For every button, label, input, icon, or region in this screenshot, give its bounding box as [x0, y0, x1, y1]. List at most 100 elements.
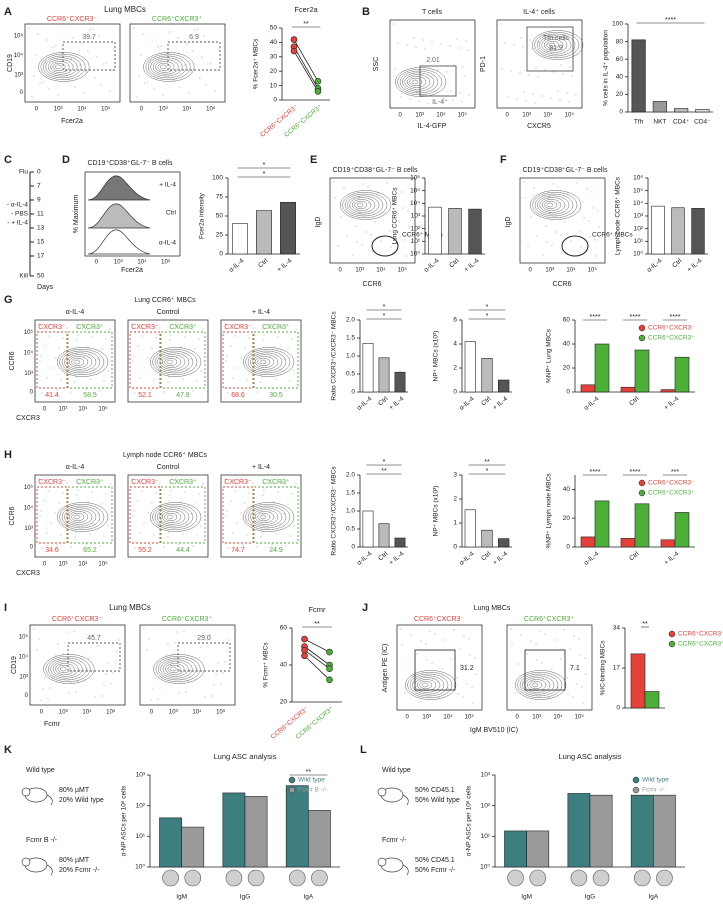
event-dot — [141, 490, 143, 492]
event-dot — [40, 355, 42, 357]
y-tick-label: 0 — [351, 544, 355, 551]
y-tick-label: 75 — [216, 194, 224, 201]
event-dot — [149, 60, 151, 62]
label: CCR6 — [9, 351, 16, 370]
legend-label: CCR6⁺CXCR3⁻ — [678, 631, 723, 638]
flow-tick: 0 — [30, 545, 34, 551]
label: 45.7 — [87, 635, 101, 642]
y-axis-label: NP⁺ MBCs (x10³) — [433, 486, 440, 537]
contour — [154, 350, 194, 374]
event-dot — [597, 210, 599, 212]
event-dot — [572, 696, 574, 698]
event-dot — [459, 648, 461, 650]
event-dot — [349, 206, 351, 208]
flow-tick: 10⁵ — [216, 709, 226, 716]
flow-tick: 10³ — [24, 371, 33, 377]
event-dot — [132, 515, 134, 517]
label: CCR6 — [552, 281, 571, 288]
event-dot — [204, 696, 206, 698]
significance: * — [486, 468, 489, 475]
contour — [48, 657, 87, 681]
bar — [674, 356, 690, 393]
gate — [561, 235, 589, 257]
legend-swatch — [632, 776, 640, 784]
event-dot — [536, 659, 538, 661]
day-label: 9 — [37, 197, 41, 204]
x-tick-label: NKT — [653, 119, 666, 126]
event-dot — [401, 191, 403, 193]
panel-label: D — [62, 154, 70, 166]
contour — [416, 679, 437, 691]
event-dot — [446, 71, 448, 73]
flow-tick: 10⁵ — [565, 112, 575, 119]
flow-tick: 10⁵ — [101, 106, 111, 113]
event-dot — [271, 543, 273, 545]
event-dot — [269, 356, 271, 358]
event-dot — [334, 197, 336, 199]
event-dot — [377, 192, 379, 194]
contour — [164, 357, 178, 367]
x-tick-label: + IL-4 — [492, 550, 510, 566]
label: Fcmr B -/- — [26, 837, 58, 844]
contour — [71, 512, 85, 522]
event-dot — [143, 367, 145, 369]
event-dot — [524, 197, 526, 199]
event-dot — [137, 345, 139, 347]
event-dot — [153, 379, 155, 381]
legend-swatch — [638, 479, 646, 487]
contour — [73, 359, 81, 365]
event-dot — [109, 328, 111, 330]
y-tick-label: 10³ — [481, 772, 491, 779]
bar — [428, 206, 442, 255]
flow-tick: 0 — [150, 710, 154, 716]
event-dot — [133, 27, 135, 29]
y-tick-label: 2.0 — [346, 317, 355, 324]
flow-tick: 10⁵ — [398, 267, 408, 274]
contour — [546, 202, 554, 208]
event-dot — [225, 515, 227, 517]
event-dot — [579, 654, 581, 656]
event-dot — [60, 534, 62, 536]
event-dot — [165, 654, 167, 656]
label: Fcmr — [44, 721, 61, 728]
event-dot — [164, 73, 166, 75]
event-dot — [355, 225, 357, 227]
contour — [534, 193, 574, 217]
label: CXCR3⁺ — [262, 323, 290, 331]
event-dot — [562, 73, 564, 75]
event-dot — [534, 102, 536, 104]
y-tick-label: 10¹ — [481, 833, 491, 840]
bar — [630, 653, 646, 709]
event-dot — [153, 534, 155, 536]
event-dot — [563, 629, 565, 631]
event-dot — [474, 657, 476, 659]
y-tick-label: 1.5 — [346, 335, 355, 342]
event-dot — [576, 683, 578, 685]
event-dot — [232, 377, 234, 379]
event-dot — [136, 96, 138, 98]
flow-tick: 0 — [43, 562, 47, 568]
y-tick-label: 0 — [566, 389, 570, 396]
event-dot — [275, 533, 277, 535]
event-dot — [44, 60, 46, 62]
y-tick-label: 10³ — [634, 213, 644, 220]
event-dot — [240, 357, 242, 359]
y-tick-label: 10⁰ — [410, 251, 420, 258]
event-dot — [560, 658, 562, 660]
y-tick-label: 10⁰ — [480, 864, 490, 871]
event-dot — [180, 681, 182, 683]
event-dot — [52, 480, 54, 482]
event-dot — [167, 643, 169, 645]
panel-label: A — [4, 6, 12, 18]
event-dot — [68, 514, 70, 516]
event-dot — [295, 483, 297, 485]
event-dot — [36, 649, 38, 651]
event-dot — [75, 691, 77, 693]
event-dot — [541, 662, 543, 664]
flow-tick: 10⁵ — [106, 709, 116, 716]
event-dot — [464, 75, 466, 77]
contour — [539, 197, 566, 213]
event-dot — [437, 681, 439, 683]
y-tick-label: 20 — [563, 515, 571, 522]
x-tick-label: IgG — [240, 894, 250, 901]
